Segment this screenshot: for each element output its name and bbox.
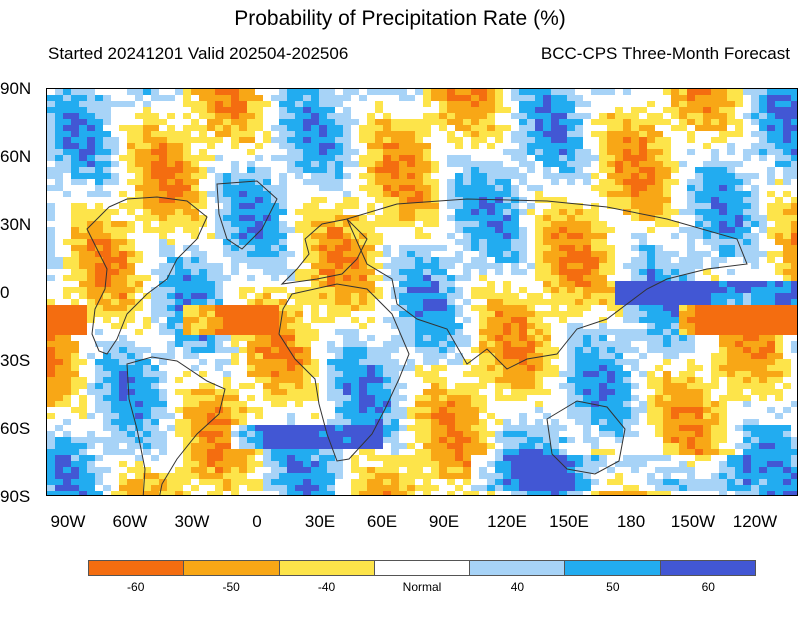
lat-label: 60N bbox=[0, 147, 32, 166]
lat-label: 30N bbox=[0, 215, 32, 234]
legend-swatch bbox=[374, 561, 471, 575]
coast-africa bbox=[278, 283, 410, 462]
precipitation-map bbox=[46, 88, 798, 496]
legend-colorbar bbox=[88, 560, 756, 576]
lon-label: 150W bbox=[670, 512, 716, 531]
coast-asia bbox=[346, 198, 748, 370]
coastlines bbox=[86, 180, 748, 495]
map-canvas bbox=[47, 89, 797, 495]
legend-swatch bbox=[279, 561, 375, 575]
lon-label: 30W bbox=[174, 512, 210, 531]
forecast-dates: Started 20241201 Valid 202504-202506 bbox=[48, 44, 349, 63]
legend-swatch bbox=[89, 561, 185, 575]
lon-label: 180 bbox=[616, 512, 646, 531]
legend-label: 40 bbox=[510, 580, 525, 594]
legend-label: -50 bbox=[222, 580, 240, 594]
model-name: BCC-CPS Three-Month Forecast bbox=[540, 44, 790, 63]
lon-label: 0 bbox=[252, 512, 262, 531]
lon-label: 90E bbox=[428, 512, 460, 531]
lat-label: 30S bbox=[0, 351, 31, 370]
lat-label: 90S bbox=[0, 487, 31, 506]
legend-label: 50 bbox=[606, 580, 620, 594]
coast-greenland bbox=[216, 180, 278, 250]
lon-label: 30E bbox=[304, 512, 336, 531]
legend-swatch bbox=[660, 561, 755, 575]
coast-north-america bbox=[86, 196, 208, 355]
lat-label: 60S bbox=[0, 419, 31, 438]
legend-label: -60 bbox=[127, 580, 145, 594]
legend-swatch bbox=[184, 561, 280, 575]
coast-south-america bbox=[126, 356, 226, 495]
lon-label: 90W bbox=[50, 512, 86, 531]
legend-swatch bbox=[470, 561, 566, 575]
lon-label: 150E bbox=[549, 512, 589, 531]
lat-label: 90N bbox=[0, 79, 32, 98]
lat-label: 0 bbox=[0, 283, 10, 302]
map-title: Probability of Precipitation Rate (%) bbox=[234, 7, 566, 30]
legend-label: 60 bbox=[701, 580, 715, 594]
lon-label: 120W bbox=[732, 512, 778, 531]
lon-label: 60W bbox=[112, 512, 148, 531]
legend-label: -40 bbox=[317, 580, 336, 594]
lon-label: 120E bbox=[487, 512, 527, 531]
probability-field bbox=[47, 89, 797, 495]
legend-label: Normal bbox=[402, 580, 442, 594]
legend-swatch bbox=[565, 561, 661, 575]
lon-label: 60E bbox=[366, 512, 398, 531]
coast-australia bbox=[546, 400, 626, 475]
